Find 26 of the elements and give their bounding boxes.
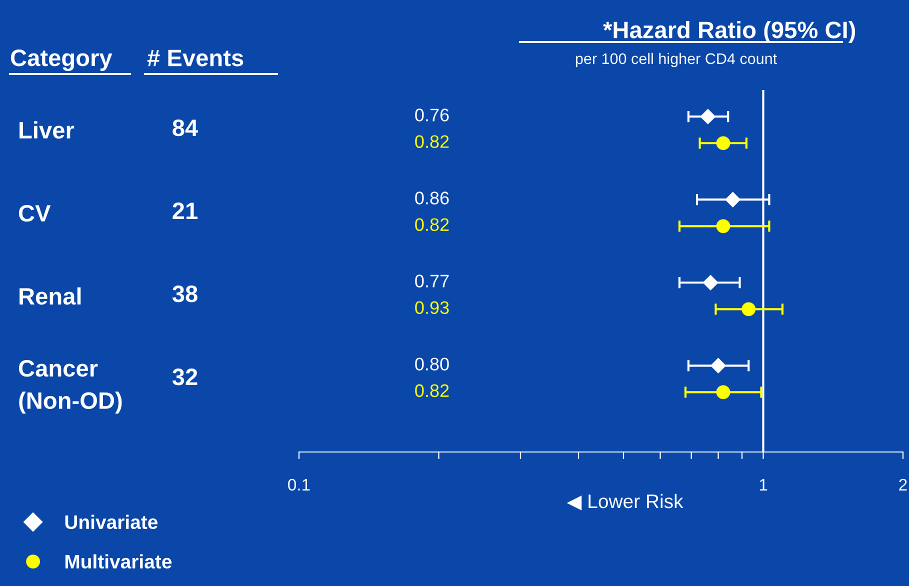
- chart-subtitle: per 100 cell higher CD4 count: [576, 52, 777, 68]
- y-tick-label: CV: [18, 204, 51, 222]
- annotation: 0.77: [415, 274, 449, 288]
- text: # Events: [147, 50, 244, 66]
- text: 21: [172, 202, 198, 219]
- annotation: 0.86: [415, 192, 449, 204]
- annotation: 0.82: [415, 384, 449, 398]
- annotation: 0.80: [415, 358, 449, 370]
- x-tick-label: 1: [760, 479, 768, 490]
- legend-label: Multivariate: [65, 554, 172, 569]
- chart-title: *Hazard Ratio (95% CI): [603, 20, 856, 44]
- text: 32: [172, 368, 198, 386]
- legend-label: Univariate: [65, 514, 158, 530]
- annotation: 0.93: [415, 301, 449, 314]
- x-tick-label: 2: [899, 478, 907, 490]
- y-tick-label: Liver: [20, 121, 74, 139]
- y-tick-label: Renal: [20, 287, 81, 305]
- text: ◀ Lower Risk: [566, 494, 684, 510]
- text: Category: [10, 50, 112, 72]
- annotation: 0.76: [415, 108, 449, 122]
- y-tick-label: Cancer (Non-OD): [18, 360, 122, 414]
- text: 84: [172, 119, 198, 136]
- text: 38: [172, 286, 198, 302]
- annotation: 0.82: [415, 135, 449, 148]
- annotation: 0.82: [415, 218, 449, 232]
- x-tick-label: 0.1: [288, 478, 310, 491]
